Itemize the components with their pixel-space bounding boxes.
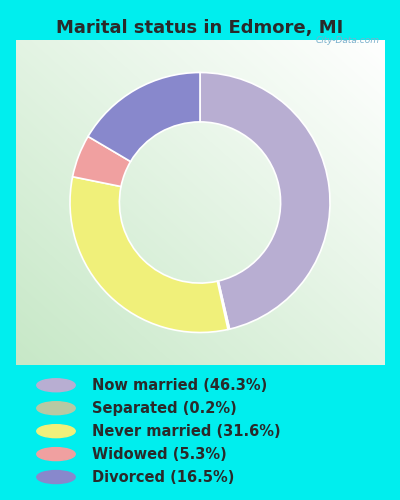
Text: Now married (46.3%): Now married (46.3%) [92,378,267,393]
Text: Separated (0.2%): Separated (0.2%) [92,400,237,415]
Wedge shape [72,136,130,186]
Text: Marital status in Edmore, MI: Marital status in Edmore, MI [56,18,344,36]
Text: City-Data.com: City-Data.com [316,36,380,45]
Text: Divorced (16.5%): Divorced (16.5%) [92,470,234,484]
Text: Widowed (5.3%): Widowed (5.3%) [92,446,227,462]
Circle shape [37,379,75,392]
Text: Never married (31.6%): Never married (31.6%) [92,424,281,438]
Wedge shape [217,281,230,330]
Wedge shape [200,72,330,329]
Circle shape [37,402,75,414]
Wedge shape [88,72,200,162]
Circle shape [37,448,75,460]
Wedge shape [70,176,228,332]
Circle shape [37,470,75,484]
Circle shape [37,424,75,438]
